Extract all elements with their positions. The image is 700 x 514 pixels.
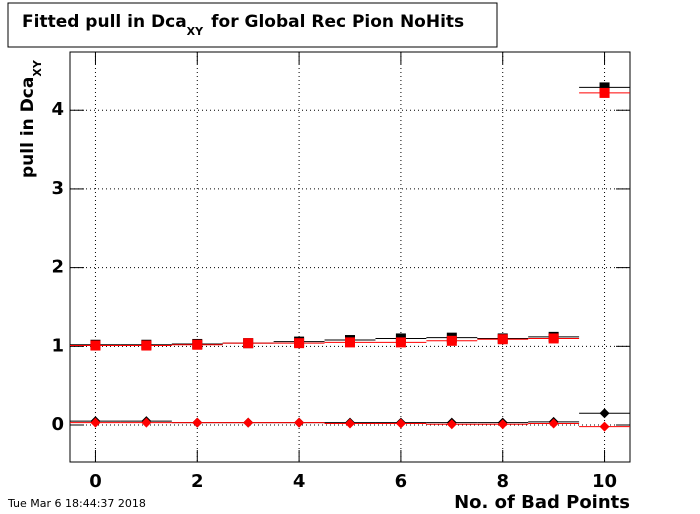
plot-frame	[69, 51, 631, 463]
title-box	[7, 2, 498, 48]
y-label-subscript: XY	[31, 59, 44, 76]
x-tick-label: 2	[191, 471, 204, 492]
y-label-text: pull in Dca	[18, 77, 38, 178]
marker	[90, 417, 101, 428]
x-tick-label: 0	[89, 471, 102, 492]
x-tick-label: 4	[293, 471, 306, 492]
marker	[497, 419, 508, 430]
marker	[599, 82, 610, 93]
x-axis-label: No. of Bad Points	[454, 492, 630, 513]
marker	[599, 87, 610, 98]
marker	[395, 337, 406, 348]
title-subscript: XY	[187, 25, 204, 38]
y-tick-label: 3	[51, 178, 64, 199]
marker	[90, 340, 101, 351]
x-tick-label: 6	[395, 471, 408, 492]
marker	[192, 417, 203, 428]
x-tick-label: 10	[592, 471, 617, 492]
marker	[141, 417, 152, 428]
marker	[345, 337, 355, 348]
marker	[141, 340, 152, 351]
marker	[599, 421, 610, 432]
marker	[446, 335, 457, 346]
marker	[243, 338, 254, 349]
marker	[345, 418, 355, 429]
title-text: Fitted pull in Dca	[22, 12, 187, 32]
chart-title: Fitted pull in DcaXY for Global Rec Pion …	[22, 12, 464, 38]
marker	[548, 333, 559, 344]
y-tick-label: 0	[51, 414, 64, 435]
x-tick-label: 8	[496, 471, 509, 492]
marker	[294, 417, 305, 428]
marker	[548, 418, 559, 429]
y-tick-label: 1	[51, 335, 64, 356]
title-rest: for Global Rec Pion NoHits	[211, 12, 464, 32]
marker	[446, 419, 457, 430]
marker	[497, 334, 508, 345]
marker	[243, 417, 254, 428]
y-tick-label: 4	[51, 99, 64, 120]
marker	[294, 338, 305, 349]
y-tick-label: 2	[51, 257, 64, 278]
marker	[395, 418, 406, 429]
marker	[192, 339, 203, 350]
marker	[599, 408, 610, 419]
timestamp: Tue Mar 6 18:44:37 2018	[7, 497, 146, 510]
y-axis-label: pull in DcaXY	[18, 59, 44, 178]
